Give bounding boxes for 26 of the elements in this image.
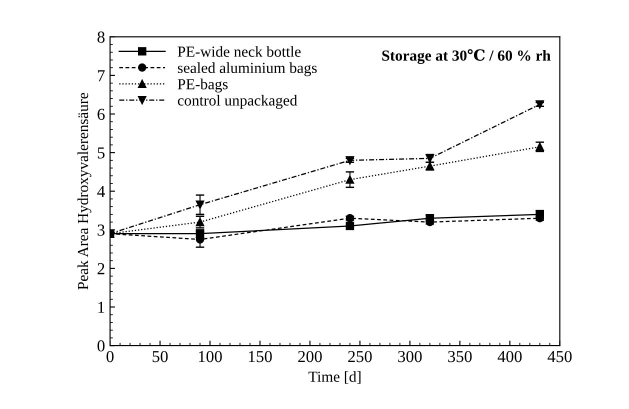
y-tick-label: 3 <box>98 224 105 236</box>
x-tick-label: 0 <box>106 350 114 362</box>
x-tick-label: 200 <box>298 350 322 362</box>
x-tick-label: 50 <box>152 350 168 362</box>
y-tick-label: 7 <box>98 70 105 82</box>
x-tick-label: 150 <box>248 350 272 362</box>
legend-label: sealed aluminium bags <box>178 62 317 76</box>
x-tick-label: 300 <box>398 350 422 362</box>
y-tick-label: 0 <box>98 340 105 352</box>
y-tick-label: 2 <box>98 263 104 274</box>
x-tick-label: 350 <box>448 350 472 362</box>
y-tick-label: 5 <box>98 147 105 159</box>
legend-label: PE-wide neck bottle <box>178 46 301 57</box>
x-tick-label: 100 <box>198 350 222 362</box>
x-tick-label: 400 <box>498 350 522 362</box>
x-tick-label: 450 <box>548 350 572 362</box>
y-tick-label: 8 <box>98 32 105 43</box>
y-tick-label: 4 <box>97 186 105 197</box>
y-axis-title: Peak Area Hydroxyvalerensäure <box>77 92 92 290</box>
text: Storage at 30℃ / 60 % rh <box>382 49 551 64</box>
x-tick-label: 250 <box>348 350 372 362</box>
y-tick-label: 1 <box>98 302 104 313</box>
y-tick-label: 6 <box>98 108 105 120</box>
legend-label: PE-bags <box>178 78 228 92</box>
x-axis-title: Time [d] <box>308 371 360 384</box>
legend-label: control unpackaged <box>178 94 298 109</box>
